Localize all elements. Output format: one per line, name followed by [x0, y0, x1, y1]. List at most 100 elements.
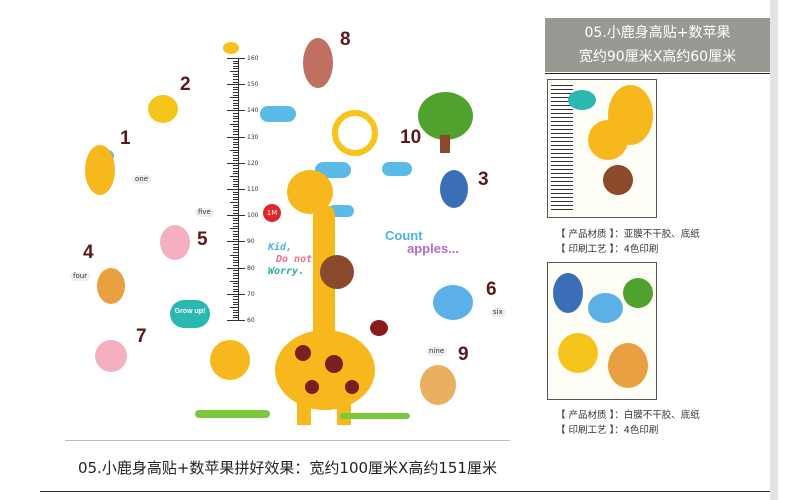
ruler-tick	[233, 63, 239, 65]
ruler-tick	[233, 288, 239, 290]
ruler-tick	[233, 152, 239, 154]
ruler-label: 130	[247, 133, 259, 141]
ruler-tick	[230, 306, 239, 308]
giraffe-illustration	[275, 155, 385, 425]
ruler-tick	[233, 238, 239, 240]
monkey-illustration	[320, 255, 354, 289]
spec-block-1: 【 产品材质 】：亚膜不干胶、底纸 【 印刷工艺 】：4色印刷	[556, 227, 700, 257]
ruler-tick	[230, 202, 239, 204]
ruler-tick	[233, 207, 239, 209]
ruler-tick	[227, 189, 245, 190]
print-spec: 【 印刷工艺 】：4色印刷	[556, 244, 659, 255]
number-label: 7	[136, 326, 147, 347]
ruler-tick	[233, 107, 239, 109]
ruler-tick	[230, 149, 239, 151]
ruler-tick	[233, 68, 239, 70]
slogan-line: Do not	[276, 254, 313, 265]
pig-cart-illustration	[95, 340, 127, 372]
ruler-tick	[233, 270, 239, 272]
ruler-tick	[233, 285, 239, 287]
ruler-tick	[233, 131, 239, 133]
ruler-tick	[233, 118, 239, 120]
ruler-tick	[230, 97, 239, 99]
ruler-tick	[233, 92, 239, 94]
number-label: 4	[83, 242, 94, 263]
ruler-tick	[233, 133, 239, 135]
ruler-tick	[233, 157, 239, 159]
ruler-tick	[233, 264, 239, 266]
number-label: 6	[486, 279, 497, 300]
word-label: five	[195, 208, 214, 217]
ruler-tick	[233, 304, 239, 306]
ruler-tick	[233, 147, 239, 149]
ruler-tick	[233, 244, 239, 246]
ruler-tick	[227, 162, 245, 164]
small-giraffe-illustration	[210, 340, 250, 380]
number-label: 3	[478, 169, 489, 190]
slogan: Kid, Do not Worry.	[268, 242, 312, 278]
ruler-tick	[227, 58, 245, 59]
ruler-tick	[233, 299, 239, 301]
penguin-illustration	[440, 170, 468, 208]
word-label: four	[70, 272, 91, 281]
ruler-tick	[233, 246, 239, 248]
ruler-label: 150	[247, 81, 259, 89]
ruler-tick	[233, 113, 239, 115]
slogan-line: Kid,	[268, 242, 293, 253]
ruler-tick	[233, 291, 239, 293]
ruler-tick	[227, 267, 245, 269]
word-label: one	[132, 175, 152, 184]
ruler-tick	[233, 199, 239, 201]
ruler-tick	[233, 317, 239, 319]
ruler-tick	[230, 175, 239, 177]
ruler-tick	[233, 283, 239, 285]
ruler-label: 90	[247, 238, 255, 246]
ruler-label: 110	[247, 186, 259, 193]
cat-illustration	[148, 95, 178, 123]
ruler-label: 70	[247, 290, 255, 298]
giraffe-1-illustration	[85, 145, 115, 195]
word-label: six	[490, 308, 506, 317]
bird-icon	[223, 42, 239, 54]
grass	[195, 410, 270, 418]
ruler-tick	[233, 212, 239, 214]
ruler-tick	[230, 71, 239, 73]
ruler-tick	[233, 196, 239, 198]
height-ruler: 160 150 140 130 120 110 100 90 80 70 60	[227, 55, 267, 324]
sticker-sheet-1-thumbnail	[547, 79, 657, 218]
elephant-illustration	[433, 285, 473, 320]
ruler-tick	[233, 259, 239, 261]
ruler-tick	[233, 251, 239, 253]
ruler-tick	[233, 81, 239, 83]
ruler-tick	[233, 141, 239, 143]
ruler-tick	[233, 223, 239, 225]
sun-icon	[332, 110, 378, 156]
ruler-tick	[233, 139, 239, 141]
ruler-tick	[233, 144, 239, 146]
material-spec: 【 产品材质 】：白膜不干胶、底纸	[556, 410, 700, 421]
ruler-label: 120	[247, 159, 259, 167]
ruler-tick	[233, 183, 239, 185]
ruler-tick	[227, 293, 245, 295]
slogan-line: Worry.	[268, 266, 305, 277]
ruler-label: 100	[247, 212, 259, 220]
ruler-tick	[233, 204, 239, 206]
ruler-tick	[227, 84, 245, 86]
number-label: 2	[180, 74, 191, 95]
number-label: 5	[197, 229, 208, 250]
ruler-tick	[233, 160, 239, 162]
right-edge-bar	[770, 0, 778, 500]
ruler-tick	[233, 120, 239, 122]
ruler-tick	[233, 296, 239, 298]
ruler-label: 60	[247, 317, 255, 324]
cloud-icon	[382, 162, 412, 176]
grow-up-bubble: Grow up!	[170, 300, 210, 328]
count-apples-text: Count apples...	[385, 228, 460, 256]
ruler-tick	[227, 215, 245, 217]
ruler-tick	[233, 301, 239, 303]
number-label: 10	[400, 127, 422, 148]
ruler-tick	[233, 65, 239, 67]
ruler-tick	[233, 173, 239, 175]
ruler-tick	[233, 278, 239, 280]
ruler-tick	[233, 102, 239, 104]
